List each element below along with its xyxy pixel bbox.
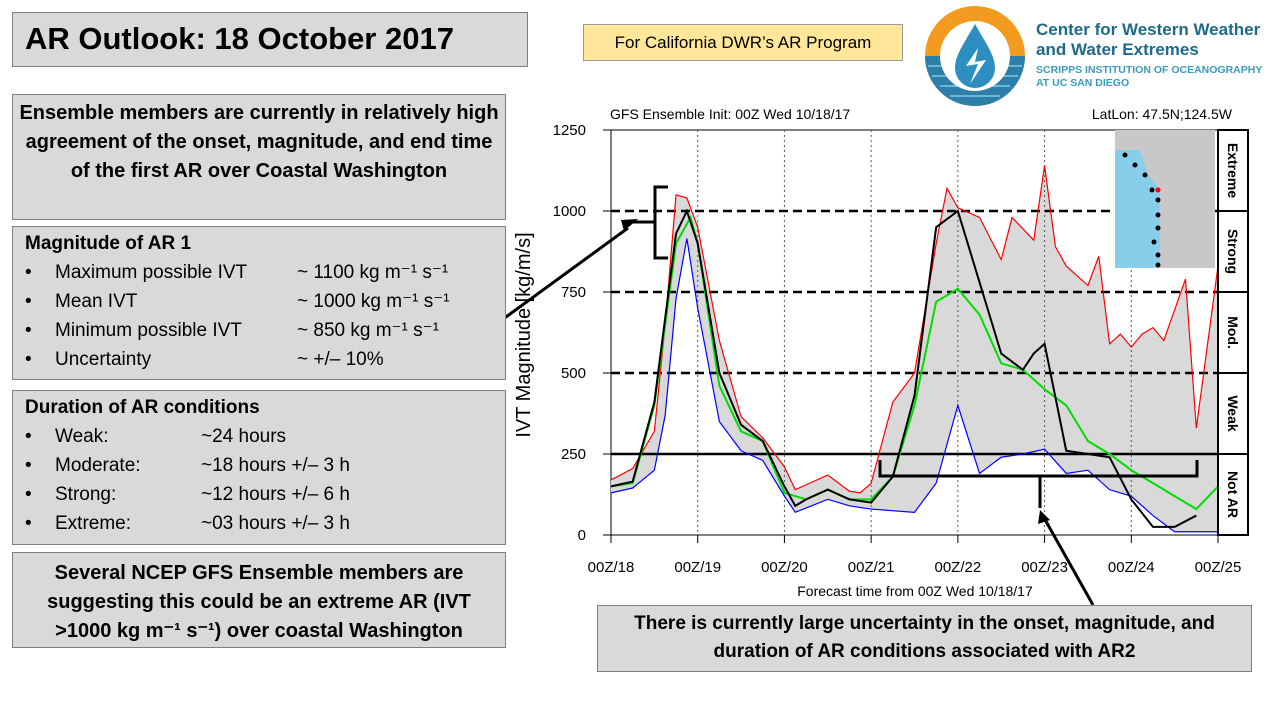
item-value: ~24 hours [201,425,287,447]
list-item: • Maximum possible IVT ~ 1100 kg m⁻¹ s⁻¹ [25,258,493,287]
item-label: Moderate: [55,454,141,476]
x-axis-label: Forecast time from 00Z Wed 10/18/17 [797,583,1033,599]
category-box [1217,129,1249,212]
item-label: Mean IVT [55,290,138,312]
category-box [1217,453,1249,536]
x-tick-label: 00Z/21 [848,559,895,576]
list-item: • Strong: ~12 hours +/– 6 h [25,480,493,509]
ar2-arrow [1041,515,1095,606]
list-item: • Weak: ~24 hours [25,422,493,451]
list-item: • Extreme: ~03 hours +/– 3 h [25,509,493,538]
list-item: • Minimum possible IVT ~ 850 kg m⁻¹ s⁻¹ [25,316,493,345]
list-item: • Uncertainty ~ +/– 10% [25,345,493,374]
chart-subtitle: LatLon: 47.5N;124.5W [1092,106,1233,122]
cw3e-logo-text: Center for Western Weather and Water Ext… [1036,20,1262,90]
x-tick-label: 00Z/22 [935,559,982,576]
y-tick-label: 750 [561,284,586,301]
ar1-arrow [494,226,629,327]
item-value: ~03 hours +/– 3 h [201,512,350,534]
bullet: • [25,290,32,312]
item-label: Weak: [55,425,109,447]
y-tick-label: 1250 [553,122,586,139]
category-box [1217,372,1249,455]
y-tick-label: 0 [578,527,586,544]
y-tick-label: 500 [561,365,586,382]
item-value: ~ 1100 kg m⁻¹ s⁻¹ [297,262,449,283]
duration-heading: Duration of AR conditions [25,397,260,418]
cw3e-logo [925,6,1025,106]
bullet: • [25,483,32,505]
x-tick-label: 00Z/18 [588,559,635,576]
category-label: Extreme [1225,143,1241,198]
arrowhead-icon [621,219,638,231]
bullet: • [25,512,32,534]
map-coast-points [1122,152,1161,268]
item-value: ~ 1000 kg m⁻¹ s⁻¹ [297,291,450,312]
y-tick-label: 1000 [553,203,586,220]
bullet: • [25,261,32,283]
category-label: Weak [1225,395,1241,432]
magnitude-panel: Magnitude of AR 1 • Maximum possible IVT ~… [12,226,506,380]
x-tick-label: 00Z/25 [1195,559,1242,576]
item-value: ~12 hours +/– 6 h [201,483,350,505]
item-label: Uncertainty [55,348,152,370]
bullet: • [25,348,32,370]
item-value: ~18 hours +/– 3 h [201,454,350,476]
program-banner: For California DWR’s AR Program [583,24,903,61]
slide-title: AR Outlook: 18 October 2017 [12,12,528,67]
logo-line: and Water Extremes [1036,40,1199,59]
series-max [610,165,1219,494]
arrowhead-icon [1038,510,1050,524]
logo-line: AT UC SAN DIEGO [1036,77,1130,89]
y-axis-label: IVT Magnitude [kg/m/s] [513,232,535,437]
x-tick-label: 00Z/20 [761,559,808,576]
x-tick-label: 00Z/24 [1108,559,1155,576]
bullet: • [25,425,32,447]
ar2-note: There is currently large uncertainty in … [597,605,1252,672]
item-value: ~ +/– 10% [297,348,384,370]
item-value: ~ 850 kg m⁻¹ s⁻¹ [297,320,440,341]
logo-line: SCRIPPS INSTITUTION OF OCEANOGRAPHY [1036,64,1263,76]
list-item: • Mean IVT ~ 1000 kg m⁻¹ s⁻¹ [25,287,493,316]
item-label: Maximum possible IVT [55,261,248,283]
category-label: Not AR [1225,471,1241,518]
y-tick-label: 250 [561,446,586,463]
bullet: • [25,319,32,341]
category-label: Mod. [1225,316,1241,349]
bullet: • [25,454,32,476]
logo-line: Center for Western Weather [1036,20,1261,39]
extreme-note: Several NCEP GFS Ensemble members are su… [12,552,506,648]
category-box [1217,291,1249,374]
magnitude-heading: Magnitude of AR 1 [25,233,192,254]
category-label: Strong [1225,229,1241,274]
item-label: Strong: [55,483,117,505]
x-tick-label: 00Z/19 [674,559,721,576]
duration-panel: Duration of AR conditions • Weak: ~24 hour… [12,390,506,545]
item-label: Extreme: [55,512,132,534]
ar1-summary: Ensemble members are currently in relati… [12,94,506,220]
chart-title: GFS Ensemble Init: 00Z Wed 10/18/17 [610,106,850,122]
list-item: • Moderate: ~18 hours +/– 3 h [25,451,493,480]
x-tick-label: 00Z/23 [1021,559,1068,576]
item-label: Minimum possible IVT [55,319,242,341]
